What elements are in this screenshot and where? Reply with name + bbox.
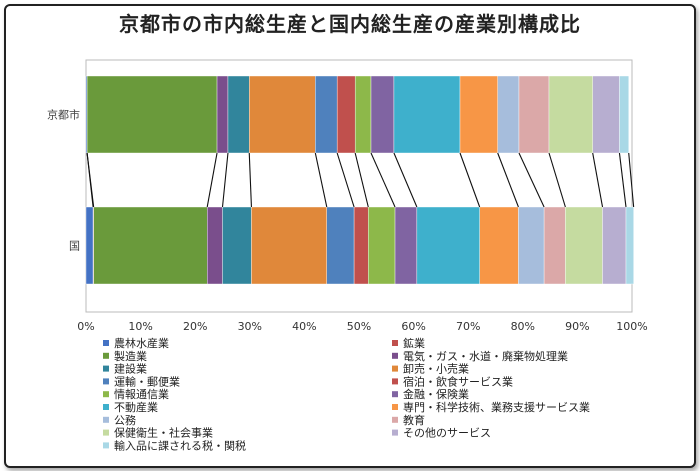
legend-swatch [392, 404, 398, 410]
legend-swatch [103, 391, 109, 398]
bar-segment-japan-7 [353, 206, 369, 285]
bar-segment-japan-9 [394, 206, 418, 285]
bar-segment-kyoto-3 [216, 75, 229, 154]
bar-segment-japan-13 [543, 206, 566, 285]
legend-label: 輸入品に課される税・関税 [114, 438, 246, 452]
series-connector-line [221, 152, 229, 208]
legend-swatch [392, 429, 398, 436]
series-connector-line [206, 152, 218, 208]
chart-title: 京都市の市内総生産と国内総生産の産業別構成比 [119, 12, 581, 36]
legend-label: 鉱業 [403, 336, 425, 350]
x-tick-label: 30% [238, 320, 262, 333]
legend-swatch [103, 416, 109, 423]
legend-swatch [392, 340, 398, 346]
bar-segment-japan-0 [85, 206, 94, 285]
bar-segment-japan-12 [518, 206, 545, 285]
bar-segment-japan-8 [368, 206, 396, 285]
legend-label: 製造業 [114, 349, 147, 363]
series-connector-line [86, 152, 95, 208]
bar-segment-japan-5 [251, 206, 327, 285]
series-connector-line [497, 152, 519, 208]
legend-swatch [103, 352, 109, 359]
series-connector-line [393, 152, 418, 208]
legend-label: 不動産業 [114, 400, 158, 414]
legend-swatch [392, 352, 398, 359]
bar-segment-kyoto-16 [619, 75, 629, 154]
legend-swatch [392, 416, 398, 423]
bar-segment-japan-4 [222, 206, 252, 285]
series-connector-line [370, 152, 396, 208]
series-connector-line [592, 152, 604, 208]
bar-segment-kyoto-13 [518, 75, 550, 154]
legend-label: 公務 [114, 413, 136, 427]
bar-segment-japan-14 [565, 206, 603, 285]
bar-segment-kyoto-6 [315, 75, 338, 154]
series-connector-line [548, 152, 566, 208]
legend-label: その他のサービス [403, 427, 491, 440]
category-label: 国 [69, 240, 80, 253]
bar-segment-japan-15 [602, 206, 627, 285]
legend-swatch [103, 340, 109, 346]
bar-segment-kyoto-5 [249, 75, 316, 154]
x-tick-label: 20% [183, 320, 207, 333]
series-connector-line [336, 152, 355, 208]
legend-swatch [103, 404, 109, 410]
category-label: 京都市 [47, 108, 80, 122]
legend-label: 情報通信業 [114, 388, 169, 401]
x-tick-label: 60% [401, 320, 425, 333]
series-connector-line [628, 152, 635, 208]
bar-segment-kyoto-14 [548, 75, 593, 154]
bar-segment-kyoto-15 [592, 75, 620, 154]
bar-segment-kyoto-9 [370, 75, 395, 154]
bar-segment-kyoto-8 [354, 75, 372, 154]
series-connector-line [248, 152, 252, 208]
legend-label: 電気・ガス・水道・廃棄物処理業 [403, 349, 568, 363]
legend-label: 宿泊・飲食サービス業 [403, 374, 513, 388]
bar-segment-japan-2 [93, 206, 208, 285]
series-connector-line [618, 152, 627, 208]
x-tick-label: 80% [511, 320, 535, 333]
series-connector-line [354, 152, 369, 208]
legend-label: 金融・保険業 [403, 387, 469, 401]
bar-segment-japan-3 [207, 206, 223, 285]
bar-segment-japan-11 [479, 206, 519, 285]
x-tick-label: 50% [347, 320, 371, 333]
x-tick-label: 100% [616, 320, 647, 333]
legend-label: 保健衛生・社会事業 [114, 426, 213, 440]
series-connector-line [518, 152, 545, 208]
legend-swatch [392, 365, 398, 372]
x-tick-label: 90% [565, 320, 589, 333]
bar-segment-kyoto-4 [227, 75, 250, 154]
legend-label: 農林水産業 [114, 336, 169, 350]
bar-segment-japan-6 [326, 206, 355, 285]
legend-swatch [392, 391, 398, 398]
legend-label: 教育 [403, 413, 425, 427]
legend-label: 建設業 [114, 362, 147, 376]
legend-swatch [103, 365, 109, 372]
legend-swatch [392, 378, 398, 385]
bar-segment-kyoto-7 [336, 75, 356, 154]
legend-label: 運輸・郵便業 [114, 374, 180, 388]
x-tick-label: 0% [77, 320, 94, 333]
bar-segment-japan-10 [416, 206, 480, 285]
legend-swatch [103, 442, 109, 449]
x-tick-label: 70% [456, 320, 480, 333]
series-connector-line [459, 152, 481, 208]
legend-label: 専門・科学技術、業務支援サービス業 [403, 400, 590, 414]
legend-label: 卸売・小売業 [403, 362, 469, 376]
bar-segment-kyoto-12 [497, 75, 520, 154]
x-tick-label: 40% [292, 320, 316, 333]
bar-segment-kyoto-11 [459, 75, 498, 154]
bar-segment-japan-16 [625, 206, 634, 285]
x-tick-label: 10% [128, 320, 152, 333]
legend-swatch [103, 429, 109, 436]
bar-segment-kyoto-10 [393, 75, 461, 154]
legend-swatch [103, 378, 109, 385]
series-connector-line [314, 152, 328, 208]
bar-segment-kyoto-2 [86, 75, 218, 154]
